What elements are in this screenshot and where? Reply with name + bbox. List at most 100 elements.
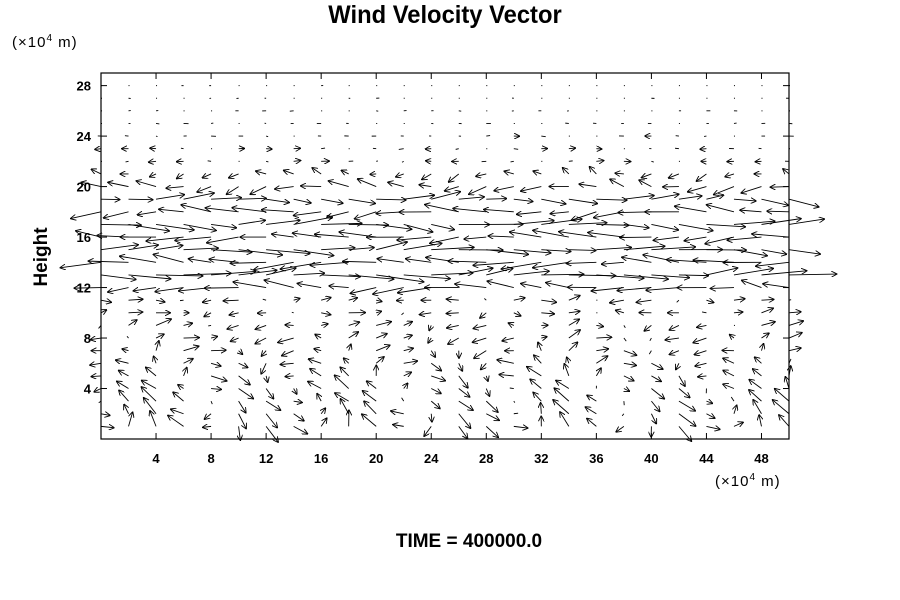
wind-vector — [317, 394, 321, 402]
wind-vector — [455, 148, 459, 150]
wind-vector — [406, 259, 432, 263]
wind-vector — [92, 169, 102, 175]
wind-vector — [128, 274, 171, 279]
wind-vector — [275, 187, 294, 189]
x-axis-ticks: 4 8 12 16 20 24 28 32 36 40 44 48 — [152, 73, 769, 466]
wind-vector — [678, 388, 690, 398]
wind-vector — [431, 224, 454, 229]
wind-vector — [556, 381, 570, 389]
wind-vector — [401, 160, 404, 163]
wind-vector — [254, 261, 294, 269]
wind-vector — [321, 313, 330, 315]
wind-vector — [749, 390, 762, 402]
wind-vector — [321, 275, 360, 277]
y-tick-label: 16 — [77, 230, 91, 245]
wind-vector — [666, 338, 679, 340]
wind-vector — [725, 174, 735, 177]
wind-vector — [430, 236, 459, 243]
wind-vector — [278, 337, 294, 342]
wind-vector — [788, 249, 820, 254]
wind-vector — [128, 199, 153, 200]
wind-vector — [159, 209, 184, 212]
wind-vector — [775, 389, 790, 402]
wind-vector — [667, 260, 707, 263]
wind-vector — [321, 248, 354, 250]
wind-vector — [108, 287, 129, 292]
wind-vector — [231, 262, 267, 263]
wind-vector — [513, 271, 549, 276]
wind-vector — [265, 413, 277, 428]
wind-vector — [403, 274, 450, 279]
wind-vector — [335, 393, 349, 402]
wind-vector — [327, 211, 349, 217]
wind-vector — [155, 300, 165, 302]
y-tick-label: 28 — [77, 79, 91, 94]
wind-vector — [266, 220, 299, 225]
wind-vector — [596, 224, 628, 225]
wind-vector — [298, 283, 322, 288]
wind-vector — [706, 300, 713, 302]
wind-vector — [315, 335, 322, 338]
wind-vector — [723, 384, 735, 389]
wind-vector — [502, 261, 542, 269]
wind-vector — [773, 400, 790, 415]
wind-vector — [265, 400, 280, 410]
wind-vector — [363, 391, 377, 402]
wind-vector — [697, 173, 707, 181]
wind-vector — [376, 345, 389, 352]
wind-vector — [464, 237, 487, 239]
wind-vector — [340, 367, 350, 377]
wind-vector — [670, 325, 680, 329]
vector-field — [61, 85, 837, 442]
x-tick-label: 48 — [754, 451, 768, 466]
wind-vector — [321, 223, 362, 224]
wind-vector — [473, 337, 487, 342]
wind-vector — [403, 243, 442, 251]
wind-vector — [622, 257, 652, 263]
wind-vector — [124, 405, 128, 414]
wind-vector — [262, 298, 267, 301]
wind-vector — [734, 406, 737, 414]
wind-vector — [499, 375, 514, 376]
wind-vector — [761, 299, 773, 300]
wind-vector — [262, 351, 266, 356]
wind-vector — [669, 174, 680, 178]
wind-vector — [623, 350, 636, 355]
wind-vector — [788, 333, 802, 339]
wind-vector — [572, 211, 597, 220]
wind-vector — [596, 199, 626, 200]
wind-vector — [128, 413, 133, 427]
wind-vector — [761, 249, 786, 254]
wind-vector — [623, 246, 665, 251]
wind-vector — [210, 336, 217, 338]
wind-vector — [458, 388, 470, 397]
wind-vector — [688, 186, 707, 192]
wind-vector — [211, 198, 241, 200]
wind-vector — [733, 199, 756, 201]
wind-vector — [509, 323, 514, 325]
wind-vector — [208, 324, 212, 327]
wind-vector — [137, 181, 157, 188]
wind-vector — [509, 387, 514, 389]
wind-vector — [788, 348, 801, 351]
wind-vector — [348, 248, 374, 250]
wind-vector — [676, 363, 679, 369]
wind-vector — [616, 426, 625, 431]
wind-vector — [741, 186, 762, 193]
wind-vector — [89, 261, 129, 262]
wind-vector — [94, 389, 102, 392]
wind-vector — [210, 259, 239, 263]
x-tick-label: 4 — [152, 451, 160, 466]
wind-vector — [541, 219, 581, 225]
wind-vector — [155, 195, 184, 200]
wind-vector — [678, 400, 695, 411]
wind-vector — [596, 368, 601, 377]
wind-vector — [453, 208, 487, 213]
wind-vector — [171, 409, 184, 415]
wind-vector — [207, 236, 239, 243]
wind-vector — [256, 325, 267, 329]
wind-vector — [651, 375, 661, 381]
wind-vector — [753, 400, 762, 414]
wind-vector — [481, 362, 487, 369]
